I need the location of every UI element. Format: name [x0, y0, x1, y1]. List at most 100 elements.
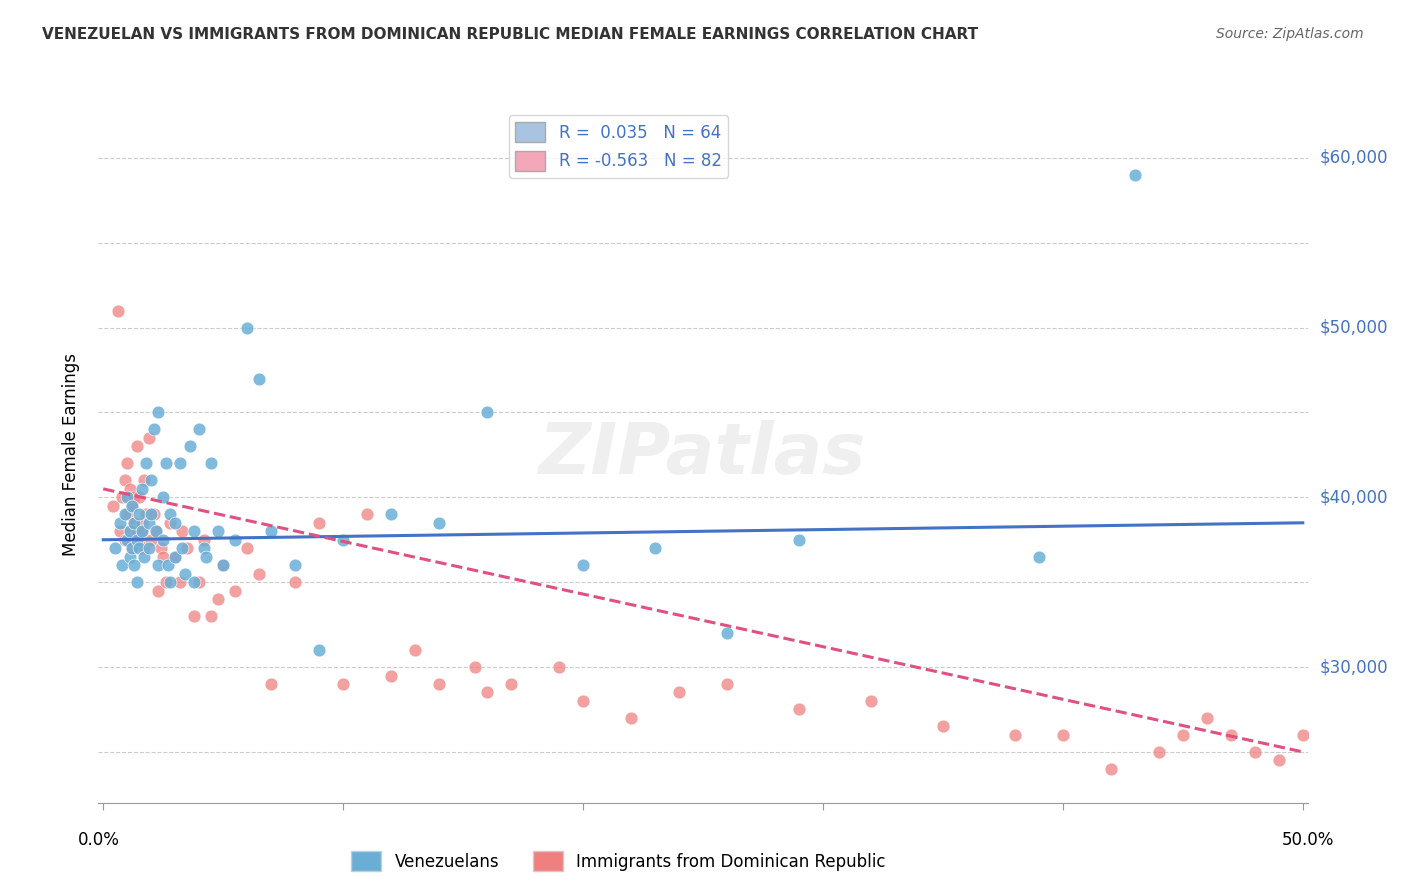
Point [169, 575, 191, 590]
Point [284, 575, 307, 590]
Point [138, 431, 160, 445]
Point [193, 533, 215, 547]
Point [141, 533, 163, 547]
Text: 0.0%: 0.0% [77, 830, 120, 848]
Point [131, 524, 153, 539]
Point [572, 558, 595, 573]
Point [332, 677, 354, 691]
Point [247, 566, 270, 581]
Point [332, 533, 354, 547]
Point [1123, 168, 1146, 182]
Point [125, 439, 148, 453]
Point [183, 524, 205, 539]
Point [224, 583, 246, 598]
Point [308, 516, 330, 530]
Point [141, 508, 163, 522]
Point [1147, 745, 1170, 759]
Point [173, 566, 195, 581]
Point [1052, 728, 1074, 742]
Y-axis label: Median Female Earnings: Median Female Earnings [62, 353, 80, 557]
Point [142, 422, 165, 436]
Point [114, 508, 136, 522]
Point [1316, 728, 1339, 742]
Point [404, 643, 426, 657]
Point [172, 524, 194, 539]
Point [148, 583, 170, 598]
Point [1364, 745, 1386, 759]
Point [155, 457, 177, 471]
Point [141, 474, 163, 488]
Point [308, 643, 330, 657]
Point [108, 516, 131, 530]
Point [356, 508, 378, 522]
Point [104, 541, 127, 556]
Text: ZIPatlas: ZIPatlas [540, 420, 866, 490]
Point [236, 541, 259, 556]
Point [159, 575, 181, 590]
Point [247, 371, 270, 385]
Point [380, 508, 402, 522]
Point [128, 533, 150, 547]
Point [787, 533, 810, 547]
Point [859, 694, 882, 708]
Point [1243, 745, 1265, 759]
Point [152, 549, 174, 564]
Point [145, 524, 167, 539]
Point [148, 405, 170, 419]
Point [114, 474, 136, 488]
Point [107, 303, 129, 318]
Text: 50.0%: 50.0% [1281, 830, 1334, 848]
Point [132, 474, 155, 488]
Point [132, 549, 155, 564]
Point [380, 668, 402, 682]
Point [212, 558, 235, 573]
Point [169, 457, 191, 471]
Point [159, 516, 181, 530]
Legend: Venezuelans, Immigrants from Dominican Republic: Venezuelans, Immigrants from Dominican R… [344, 845, 891, 878]
Point [124, 558, 146, 573]
Point [108, 524, 131, 539]
Point [111, 558, 134, 573]
Point [1219, 728, 1241, 742]
Point [155, 575, 177, 590]
Point [284, 558, 307, 573]
Point [188, 575, 211, 590]
Point [1171, 728, 1194, 742]
Point [124, 516, 146, 530]
Point [148, 558, 170, 573]
Point [475, 685, 498, 699]
Point [135, 457, 157, 471]
Point [149, 541, 172, 556]
Text: $30,000: $30,000 [1320, 658, 1388, 676]
Point [236, 320, 259, 334]
Point [427, 677, 450, 691]
Point [179, 439, 201, 453]
Point [475, 405, 498, 419]
Point [121, 541, 143, 556]
Text: $60,000: $60,000 [1320, 149, 1388, 167]
Point [572, 694, 595, 708]
Point [260, 524, 283, 539]
Point [101, 499, 124, 513]
Point [121, 499, 143, 513]
Point [183, 575, 205, 590]
Point [115, 508, 138, 522]
Point [118, 482, 141, 496]
Point [207, 592, 229, 607]
Point [111, 491, 134, 505]
Point [212, 558, 235, 573]
Point [787, 702, 810, 716]
Point [135, 508, 157, 522]
Text: $40,000: $40,000 [1320, 488, 1388, 507]
Point [125, 533, 148, 547]
Point [115, 533, 138, 547]
Point [121, 499, 143, 513]
Point [932, 719, 955, 733]
Point [156, 558, 179, 573]
Text: VENEZUELAN VS IMMIGRANTS FROM DOMINICAN REPUBLIC MEDIAN FEMALE EARNINGS CORRELAT: VENEZUELAN VS IMMIGRANTS FROM DOMINICAN … [42, 27, 979, 42]
Point [207, 524, 229, 539]
Point [115, 491, 138, 505]
Point [193, 541, 215, 556]
Point [118, 524, 141, 539]
Point [118, 549, 141, 564]
